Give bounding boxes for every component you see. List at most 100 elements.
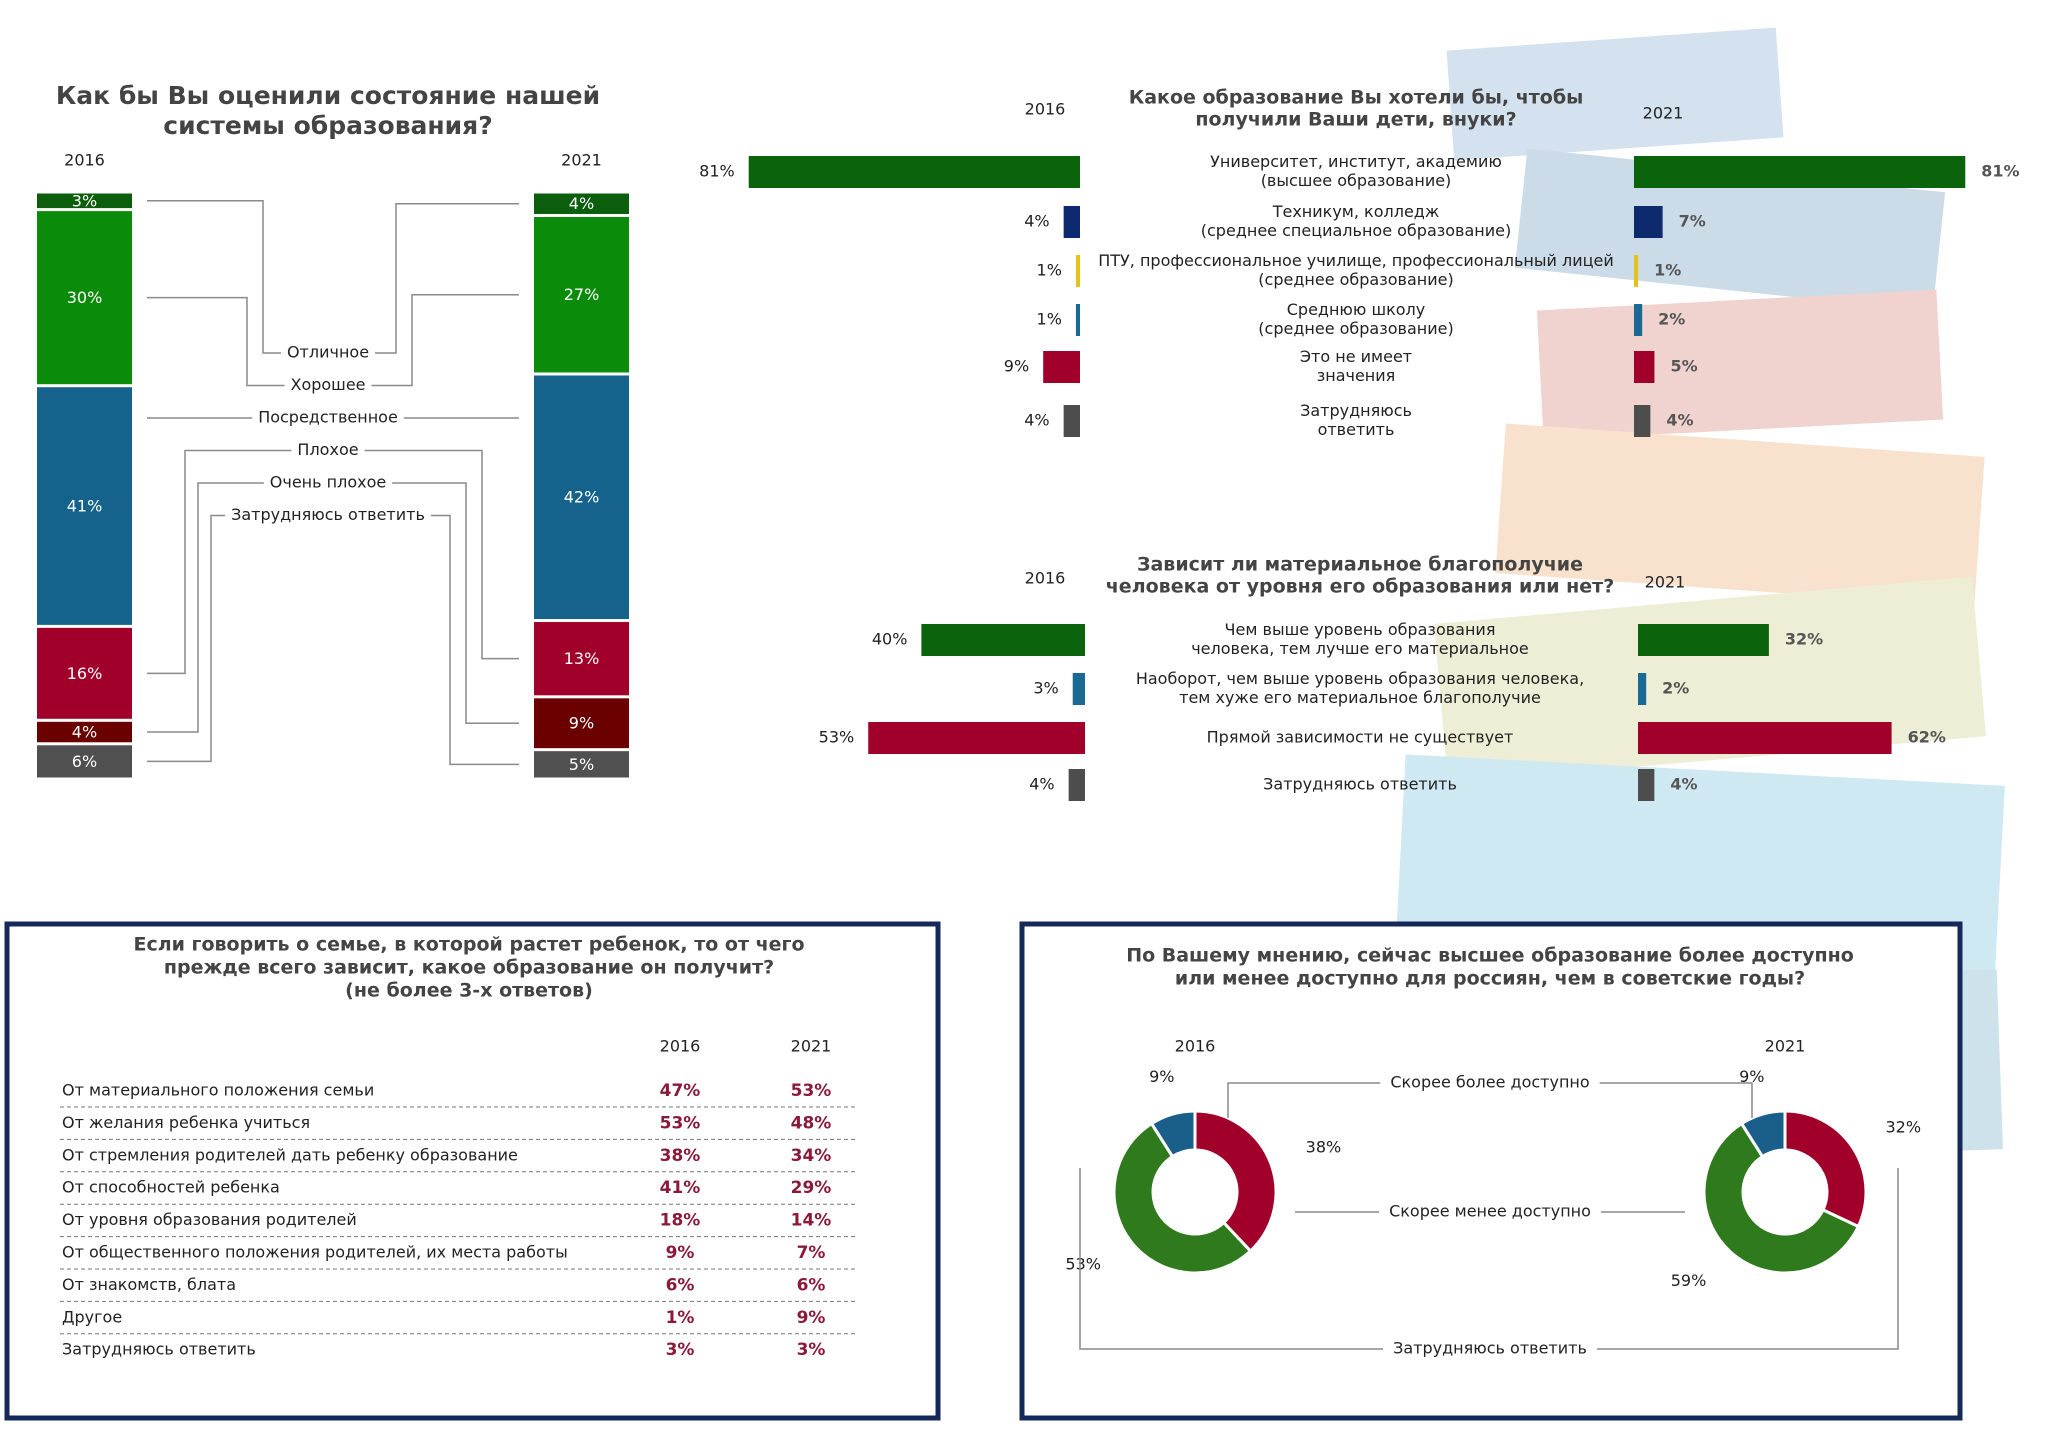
year-label: 2016: [64, 151, 105, 170]
chart-title: человека от уровня его образования или н…: [1106, 576, 1614, 598]
chart-title: Зависит ли материальное благополучие: [1137, 554, 1583, 576]
value-label: 3%: [1033, 679, 1058, 698]
value-label: 40%: [872, 630, 908, 649]
row-label: От общественного положения родителей, их…: [62, 1243, 568, 1262]
year-label: 2016: [1175, 1037, 1216, 1056]
bar: [1072, 673, 1085, 705]
donut-frame: [1019, 921, 1963, 1421]
cell-value: 3%: [797, 1340, 826, 1360]
value-label: 5%: [1670, 357, 1697, 376]
legend-label: Затрудняюсь ответить: [231, 505, 425, 524]
category-label: Это не имеет: [1300, 347, 1412, 366]
bar-segment: [37, 193, 132, 209]
category-label: Скорее менее доступно: [1389, 1202, 1591, 1221]
row-label: От материального положения семьи: [62, 1081, 374, 1100]
chart-title: системы образования?: [163, 111, 492, 140]
bar: [1068, 769, 1085, 801]
legend-connector: [147, 296, 285, 387]
category-label: ответить: [1318, 420, 1395, 439]
bar-segment: [37, 745, 132, 778]
legend-label: Очень плохое: [270, 473, 386, 492]
chart-title: получили Ваши дети, внуки?: [1195, 109, 1516, 131]
legend-connector: [371, 293, 519, 387]
cell-value: 29%: [791, 1178, 832, 1198]
value-label: 1%: [1037, 310, 1062, 329]
bar: [1063, 405, 1080, 437]
category-label: (среднее образование): [1258, 270, 1453, 289]
category-label: Затрудняюсь: [1300, 401, 1412, 420]
value-label: 4%: [1670, 775, 1697, 794]
bar: [1075, 304, 1080, 336]
bar: [1634, 255, 1639, 287]
category-label: (среднее специальное образование): [1201, 221, 1511, 240]
value-label: 4%: [1024, 212, 1049, 231]
donut-segment: [1702, 1121, 1861, 1275]
bar: [868, 722, 1085, 754]
cell-value: 9%: [666, 1243, 695, 1263]
value-label: 9%: [1739, 1067, 1764, 1086]
category-label: Чем выше уровень образования: [1225, 620, 1496, 639]
column-header: 2016: [660, 1037, 701, 1056]
bar-segment: [534, 216, 629, 373]
bar-segment: [534, 375, 629, 620]
donut-segment: [1783, 1109, 1868, 1229]
value-label: 4%: [1029, 775, 1054, 794]
value-label: 42%: [564, 488, 600, 507]
cell-value: 48%: [791, 1113, 832, 1133]
bar-segment: [37, 387, 132, 625]
category-label: тем хуже его материальное благополучие: [1179, 688, 1541, 707]
year-label: 2016: [1025, 100, 1066, 119]
bar: [1075, 255, 1080, 287]
chart-title: или менее доступно для россиян, чем в со…: [1175, 968, 1805, 990]
value-label: 3%: [72, 191, 97, 210]
legend-connector: [147, 449, 292, 675]
bar: [1634, 304, 1643, 336]
category-label: Наоборот, чем выше уровень образования ч…: [1136, 669, 1584, 688]
donut-segment: [1193, 1109, 1278, 1254]
cell-value: 18%: [660, 1211, 701, 1231]
chart-title: По Вашему мнению, сейчас высшее образова…: [1126, 945, 1854, 967]
legend-connector: [147, 482, 264, 733]
value-label: 4%: [569, 194, 594, 213]
legend-connector: [430, 514, 519, 766]
bar: [1634, 156, 1966, 188]
value-label: 32%: [1785, 630, 1823, 649]
bar: [1634, 351, 1655, 383]
value-label: 81%: [1981, 162, 2019, 181]
cell-value: 3%: [666, 1340, 695, 1360]
value-label: 4%: [72, 723, 97, 742]
value-label: 27%: [564, 285, 600, 304]
value-label: 81%: [699, 162, 735, 181]
legend-connector: [392, 482, 519, 724]
value-label: 9%: [1004, 357, 1029, 376]
legend-label: Хорошее: [290, 375, 365, 394]
cell-value: 47%: [660, 1081, 701, 1101]
value-label: 1%: [1037, 261, 1062, 280]
legend-label: Посредственное: [258, 408, 398, 427]
chart-title: Какое образование Вы хотели бы, чтобы: [1129, 87, 1584, 109]
value-label: 9%: [569, 714, 594, 733]
chart-title: Как бы Вы оценили состояние нашей: [56, 81, 600, 110]
bar-segment: [534, 698, 629, 749]
category-label: Прямой зависимости не существует: [1207, 728, 1514, 747]
year-label: 2021: [1765, 1037, 1806, 1056]
cell-value: 6%: [666, 1275, 695, 1295]
category-connector: [1596, 1168, 1899, 1350]
cell-value: 14%: [791, 1211, 832, 1231]
donut-segment: [1149, 1109, 1197, 1159]
table-title: Если говорить о семье, в которой растет …: [133, 934, 804, 956]
value-label: 62%: [1908, 728, 1946, 747]
bar-segment: [37, 211, 132, 385]
category-label: Среднюю школу: [1287, 300, 1426, 319]
table-frame: [4, 921, 941, 1421]
category-label: ПТУ, профессиональное училище, профессио…: [1098, 251, 1614, 270]
row-label: От стремления родителей дать ребенку обр…: [62, 1145, 518, 1164]
value-label: 6%: [72, 752, 97, 771]
category-label: Затрудняюсь ответить: [1263, 775, 1457, 794]
legend-connector: [147, 514, 226, 763]
cell-value: 41%: [660, 1178, 701, 1198]
legend-connector: [147, 200, 281, 354]
cell-value: 53%: [791, 1081, 832, 1101]
category-label: (среднее образование): [1258, 319, 1453, 338]
